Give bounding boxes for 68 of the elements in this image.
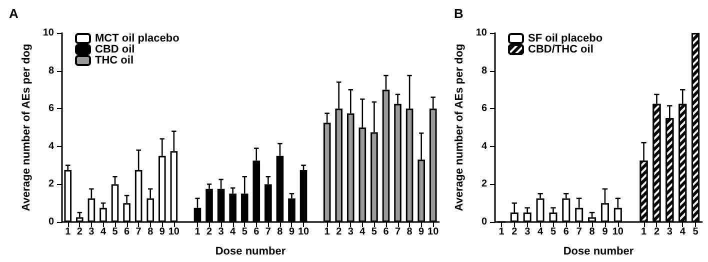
x-tick-label: 1 <box>65 226 72 238</box>
x-tick-label: 8 <box>148 226 154 238</box>
x-tick-label: 4 <box>230 226 236 238</box>
x-axis-title: Dose number <box>563 246 634 258</box>
y-tick-label: 10 <box>42 28 54 38</box>
x-tick-label: 1 <box>194 226 201 238</box>
x-tick-label: 10 <box>428 226 440 238</box>
x-tick-label: 5 <box>371 226 378 238</box>
x-tick-label: 6 <box>563 226 570 238</box>
legend-label: CBD oil <box>95 44 135 56</box>
x-tick-label: 7 <box>265 226 272 238</box>
x-tick-label: 2 <box>654 226 660 238</box>
y-tick-label: 8 <box>481 65 488 76</box>
x-tick-label: 4 <box>360 226 366 238</box>
x-tick-label: 9 <box>418 226 425 238</box>
x-tick-label: 4 <box>680 226 686 238</box>
x-tick-label: 1 <box>641 226 647 238</box>
x-tick-label: 5 <box>692 226 699 238</box>
x-tick-label: 9 <box>159 226 166 238</box>
x-tick-label: 5 <box>112 226 118 238</box>
chart-title: A <box>9 6 19 21</box>
x-tick-label: 3 <box>88 226 95 238</box>
y-tick-label: 0 <box>48 216 54 228</box>
x-tick-label: 4 <box>538 226 544 238</box>
y-tick-label: 6 <box>48 103 54 114</box>
x-tick-label: 2 <box>76 226 83 238</box>
y-tick-label: 2 <box>481 178 488 190</box>
x-tick-label: 4 <box>100 226 106 238</box>
x-tick-label: 3 <box>524 226 531 238</box>
x-tick-label: 8 <box>589 226 596 238</box>
x-tick-label: 3 <box>348 226 354 238</box>
x-tick-label: 9 <box>288 226 295 238</box>
y-tick-label: 6 <box>481 103 488 114</box>
x-tick-label: 2 <box>512 226 518 238</box>
y-axis-title: Average number of AEs per dog <box>20 44 32 212</box>
x-tick-label: 8 <box>406 226 413 238</box>
x-tick-label: 6 <box>254 226 260 238</box>
y-tick-label: 8 <box>48 65 54 76</box>
x-tick-label: 1 <box>324 226 330 238</box>
x-tick-label: 1 <box>498 226 505 238</box>
x-tick-label: 8 <box>277 226 284 238</box>
legend-label: THC oil <box>95 54 134 66</box>
x-tick-label: 3 <box>218 226 224 238</box>
x-tick-label: 10 <box>168 226 180 238</box>
x-tick-label: 5 <box>242 226 248 238</box>
x-tick-label: 7 <box>576 226 582 238</box>
x-tick-label: 6 <box>124 226 130 238</box>
x-tick-label: 9 <box>602 226 608 238</box>
y-tick-label: 4 <box>481 140 488 152</box>
x-tick-label: 10 <box>612 226 624 238</box>
legend-label: SF oil placebo <box>528 32 603 44</box>
x-tick-label: 7 <box>136 226 142 238</box>
x-tick-label: 7 <box>394 226 401 238</box>
y-tick-label: 4 <box>48 140 54 152</box>
y-tick-label: 10 <box>476 28 488 38</box>
legend-label: CBD/THC oil <box>528 44 594 56</box>
x-tick-label: 5 <box>550 226 556 238</box>
x-tick-label: 3 <box>666 226 673 238</box>
x-tick-label: 10 <box>298 226 310 238</box>
chart-title: B <box>454 6 464 21</box>
x-tick-label: 6 <box>383 226 390 238</box>
y-tick-label: 2 <box>48 178 54 190</box>
x-axis-title: Dose number <box>215 246 286 258</box>
y-axis-title: Average number of AEs per dog <box>453 44 466 212</box>
y-tick-label: 0 <box>481 216 488 228</box>
legend-label: MCT oil placebo <box>95 32 180 44</box>
x-tick-label: 2 <box>336 226 342 238</box>
x-tick-label: 2 <box>206 226 212 238</box>
